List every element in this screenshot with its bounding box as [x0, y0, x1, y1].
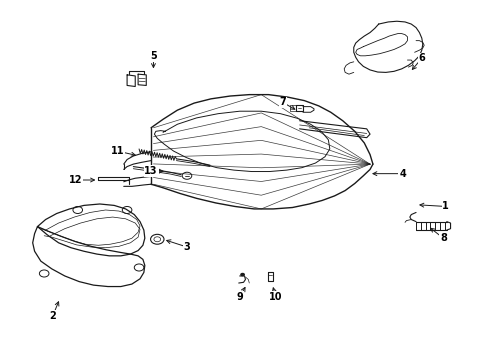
Circle shape [240, 273, 244, 276]
Text: 9: 9 [236, 292, 243, 302]
Text: 7: 7 [279, 98, 285, 107]
Text: 5: 5 [150, 51, 157, 61]
Text: 4: 4 [398, 168, 405, 179]
Text: 10: 10 [268, 292, 282, 302]
Text: 3: 3 [183, 242, 190, 252]
Text: 1: 1 [442, 202, 448, 211]
Text: 11: 11 [110, 146, 124, 156]
Text: 12: 12 [69, 175, 82, 185]
Text: 13: 13 [144, 166, 158, 176]
Text: 8: 8 [439, 233, 446, 243]
Text: 6: 6 [418, 53, 425, 63]
Text: 2: 2 [49, 311, 56, 321]
